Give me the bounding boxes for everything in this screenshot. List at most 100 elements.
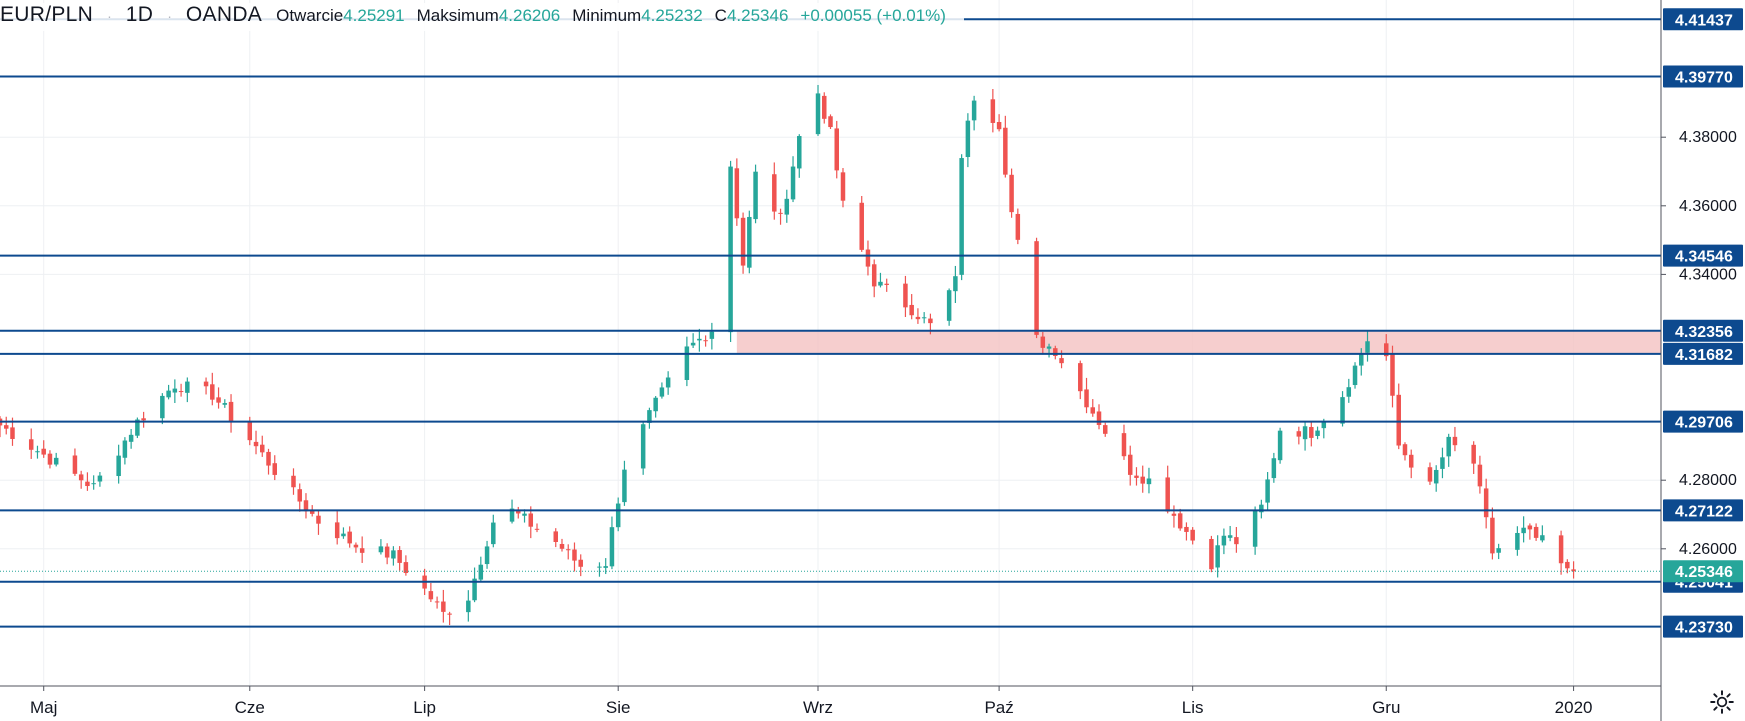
candle-down: [403, 562, 409, 574]
candle-up: [921, 317, 927, 319]
candle-up: [166, 390, 171, 398]
candle-down: [428, 591, 434, 600]
candle-up: [1146, 478, 1152, 485]
candle-down: [41, 448, 46, 455]
level-badge-background: [1663, 319, 1743, 342]
candle-down: [347, 531, 352, 544]
candle-down: [1059, 358, 1064, 364]
level-badge-label: 4.41437: [1675, 12, 1733, 29]
candle-down: [434, 601, 440, 603]
candle-down: [1527, 525, 1533, 530]
candle-down: [1533, 526, 1539, 538]
candle-up: [378, 546, 384, 553]
candle-down: [1571, 569, 1576, 572]
candle-up: [484, 546, 490, 565]
close-value: 4.25346: [726, 6, 789, 25]
candle-down: [909, 304, 914, 316]
candle-up: [815, 93, 821, 135]
current-price-badge: 4.25346: [1663, 560, 1743, 583]
candle-down: [1477, 464, 1483, 487]
candle-up: [797, 136, 802, 169]
candle-up: [1340, 397, 1345, 424]
candle-up: [1365, 341, 1370, 353]
candle-up: [522, 513, 527, 516]
candle-down: [884, 283, 889, 285]
candle-down: [216, 397, 221, 403]
candle-down: [1121, 433, 1127, 457]
candle-down: [871, 264, 877, 287]
candle-down: [1015, 213, 1021, 240]
candle-down: [996, 122, 1002, 130]
candle-up: [1271, 458, 1277, 479]
candle-up: [1521, 527, 1526, 534]
candle-up: [709, 331, 715, 339]
candle-up: [665, 377, 671, 388]
high-value: 4.26206: [498, 6, 561, 25]
candle-up: [1315, 430, 1320, 436]
y-tick-label: 4.38000: [1679, 129, 1737, 146]
candle-down: [1040, 336, 1046, 348]
candle-up: [1515, 532, 1520, 550]
level-price-badge: 4.41437: [1663, 8, 1743, 31]
candle-down: [778, 212, 783, 214]
candle-down: [1103, 425, 1108, 434]
candle-down: [359, 548, 365, 553]
candle-down: [578, 559, 583, 567]
candle-down: [1003, 127, 1008, 175]
candle-up: [1540, 535, 1545, 541]
candle-up: [135, 419, 140, 436]
candle-down: [253, 441, 259, 447]
level-badge-label: 4.34546: [1675, 249, 1733, 266]
candle-up: [609, 527, 615, 567]
candle-up: [1046, 346, 1052, 349]
candle-up: [466, 600, 471, 613]
candle-down: [210, 384, 215, 400]
candle-down: [272, 463, 277, 475]
x-tick-label: Wrz: [803, 698, 833, 717]
candle-down: [740, 217, 746, 266]
candle-down: [516, 509, 521, 514]
y-tick-label: 4.26000: [1679, 541, 1737, 558]
level-badge-background: [1663, 410, 1743, 433]
candle-up: [1359, 354, 1364, 366]
candle-up: [1352, 365, 1358, 386]
candle-down: [1483, 488, 1489, 518]
source-label: OANDA: [185, 3, 263, 26]
candle-up: [640, 424, 646, 469]
candle-up: [953, 276, 958, 292]
candle-down: [534, 528, 540, 530]
separator-dot: ·: [107, 8, 112, 24]
separator-dot: ·: [167, 8, 172, 24]
y-tick-label: 4.36000: [1679, 198, 1737, 215]
level-badge-label: 4.23730: [1675, 620, 1733, 637]
candle-down: [1309, 427, 1314, 438]
candle-up: [1265, 479, 1270, 503]
candle-down: [384, 546, 390, 558]
candle-down: [903, 283, 908, 308]
level-price-badge: 4.39770: [1663, 65, 1743, 88]
level-badge-background: [1663, 342, 1743, 365]
candle-down: [865, 249, 871, 267]
settings-gear-icon[interactable]: [1709, 689, 1735, 715]
level-price-badge: 4.32356: [1663, 319, 1743, 342]
candle-up: [128, 434, 134, 442]
candle-up: [971, 100, 977, 121]
candle-up: [1227, 535, 1233, 538]
candle-down: [1384, 343, 1389, 357]
candle-down: [565, 549, 571, 551]
candle-down: [1408, 454, 1414, 468]
open-value: 4.25291: [343, 6, 405, 25]
candle-up: [116, 455, 121, 477]
candle-up: [784, 198, 790, 215]
close-label: C: [714, 6, 727, 25]
candle-up: [790, 166, 796, 200]
candle-up: [491, 522, 496, 545]
level-badge-background: [1663, 615, 1743, 638]
candle-up: [341, 533, 346, 537]
candle-up: [622, 469, 627, 503]
candle-down: [528, 513, 534, 527]
candle-down: [828, 116, 833, 128]
candle-down: [1177, 513, 1183, 529]
